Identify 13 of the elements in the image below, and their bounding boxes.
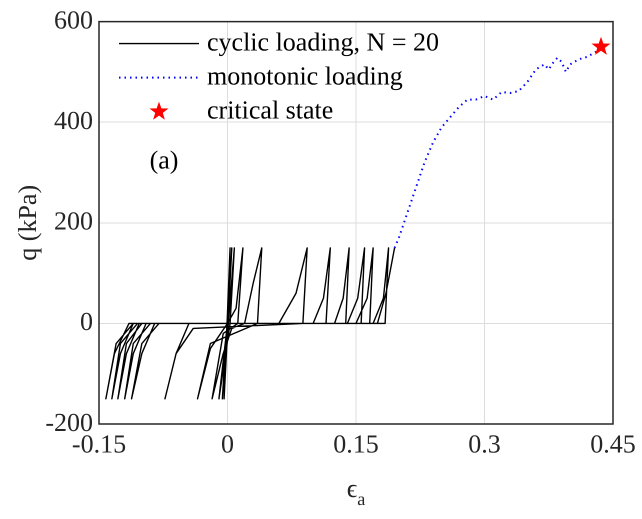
- legend-label: monotonic loading: [207, 61, 403, 90]
- y-tick-label: 200: [54, 206, 93, 236]
- legend-label: cyclic loading, N = 20: [207, 27, 439, 56]
- x-tick-label: 0.3: [468, 429, 501, 458]
- y-tick-label: 0: [80, 307, 93, 336]
- y-tick-label: 400: [54, 106, 93, 136]
- x-tick-label: 0.45: [590, 429, 636, 458]
- x-tick-label: 0: [221, 429, 234, 458]
- y-tick-label: 600: [54, 5, 93, 34]
- x-tick-label: 0.15: [333, 429, 379, 458]
- annotation: (a): [150, 145, 178, 174]
- y-axis-title: q (kPa): [13, 184, 42, 261]
- legend-label: critical state: [207, 95, 334, 124]
